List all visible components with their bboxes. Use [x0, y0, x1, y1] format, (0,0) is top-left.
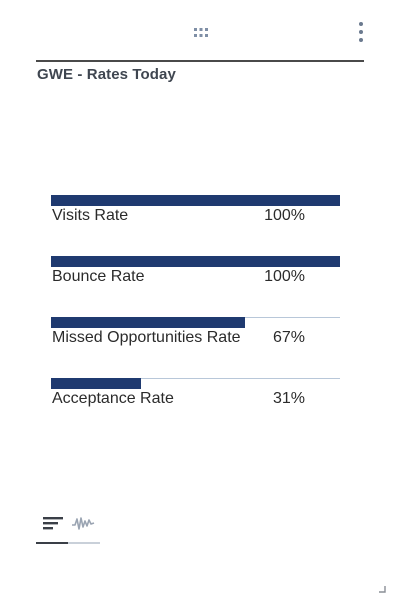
widget-title: GWE - Rates Today	[37, 66, 176, 83]
drag-handle-icon[interactable]	[193, 26, 209, 38]
rates-list: Visits Rate 100% Bounce Rate 100% Missed…	[51, 195, 340, 439]
rate-value: 31%	[272, 390, 305, 407]
tab-underline-track	[36, 542, 100, 544]
horizontal-bars-icon	[43, 517, 63, 530]
rate-value: 67%	[272, 329, 305, 346]
rate-bar-fill	[51, 256, 340, 267]
rate-bar-fill	[51, 195, 340, 206]
rate-row-bounce: Bounce Rate 100%	[51, 256, 340, 317]
header-divider	[36, 60, 364, 62]
tab-underline-active	[36, 542, 68, 544]
rate-label: Bounce Rate	[52, 268, 145, 285]
rate-bar-fill	[51, 378, 141, 389]
sparkline-icon	[72, 517, 95, 530]
rate-label: Visits Rate	[52, 207, 129, 224]
rate-value: 100%	[264, 268, 305, 285]
rate-row-acceptance: Acceptance Rate 31%	[51, 378, 340, 439]
more-options-icon[interactable]	[353, 21, 369, 43]
rate-bar-fill	[51, 317, 245, 328]
rate-label: Acceptance Rate	[52, 390, 174, 407]
rate-bar-track	[51, 378, 340, 379]
rate-label: Missed Opportunities Rate	[52, 329, 241, 346]
view-toggle	[36, 512, 100, 546]
trend-view-tab[interactable]	[69, 512, 99, 534]
rate-row-visits: Visits Rate 100%	[51, 195, 340, 256]
rate-row-missed-opportunities: Missed Opportunities Rate 67%	[51, 317, 340, 378]
bar-view-tab[interactable]	[38, 512, 68, 534]
resize-corner-icon[interactable]	[378, 580, 386, 593]
rate-value: 100%	[264, 207, 305, 224]
